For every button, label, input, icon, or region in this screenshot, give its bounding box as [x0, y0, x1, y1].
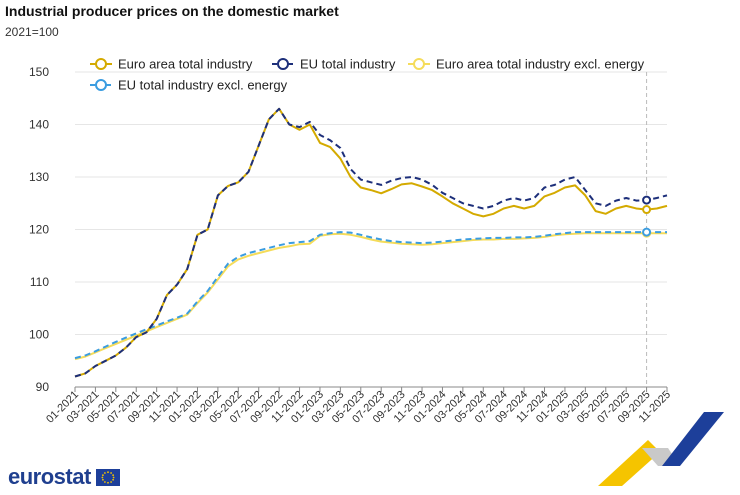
chart-subtitle: 2021=100	[5, 25, 59, 39]
legend-label: EU total industry excl. energy	[118, 78, 288, 93]
legend-label: Euro area total industry excl. energy	[436, 57, 645, 72]
series-line-0[interactable]	[74, 107, 668, 378]
legend-swatch-marker	[95, 79, 107, 91]
y-axis-ticks: 90 100 110 120 130 140 150	[29, 65, 49, 394]
legend-label: Euro area total industry	[118, 57, 253, 72]
deco-yellow-stripe	[598, 440, 660, 486]
y-tick-label: 150	[29, 65, 49, 79]
deco-blue-stripe	[662, 412, 724, 466]
legend-swatch-marker	[413, 58, 425, 70]
chart-title: Industrial producer prices on the domest…	[5, 3, 339, 19]
y-tick-label: 120	[29, 223, 49, 237]
highlight-marker-3[interactable]	[642, 227, 652, 237]
y-tick-label: 110	[30, 275, 49, 289]
brand-decoration	[598, 412, 724, 486]
legend-item-2[interactable]: Euro area total industry excl. energy	[408, 57, 645, 72]
legend-swatch-marker	[95, 58, 107, 70]
series-line-2[interactable]	[74, 232, 667, 361]
y-tick-label: 130	[29, 170, 49, 184]
legend-swatch-marker	[277, 58, 289, 70]
y-tick-label: 140	[29, 118, 49, 132]
y-tick-label: 100	[29, 328, 49, 342]
series-line-3[interactable]	[74, 231, 667, 360]
legend-item-0[interactable]: Euro area total industry	[90, 57, 253, 72]
legend-item-3[interactable]: EU total industry excl. energy	[90, 78, 288, 93]
legend: Euro area total industry EU total industr…	[90, 57, 645, 93]
y-tick-label: 90	[36, 380, 50, 394]
eu-flag-icon	[95, 468, 120, 486]
eurostat-logo: eurostat	[8, 464, 120, 490]
legend-label: EU total industry	[300, 57, 396, 72]
logo-text: eurostat	[8, 464, 91, 489]
series-line-1[interactable]	[74, 107, 668, 378]
highlight-marker-0[interactable]	[642, 205, 652, 215]
x-axis-ticks: 01-202103-202105-202107-202109-202111-20…	[44, 387, 673, 426]
grid-layer	[75, 71, 667, 388]
legend-item-1[interactable]: EU total industry	[272, 57, 396, 72]
series-layer	[74, 107, 668, 378]
highlight-marker-1[interactable]	[642, 195, 652, 205]
